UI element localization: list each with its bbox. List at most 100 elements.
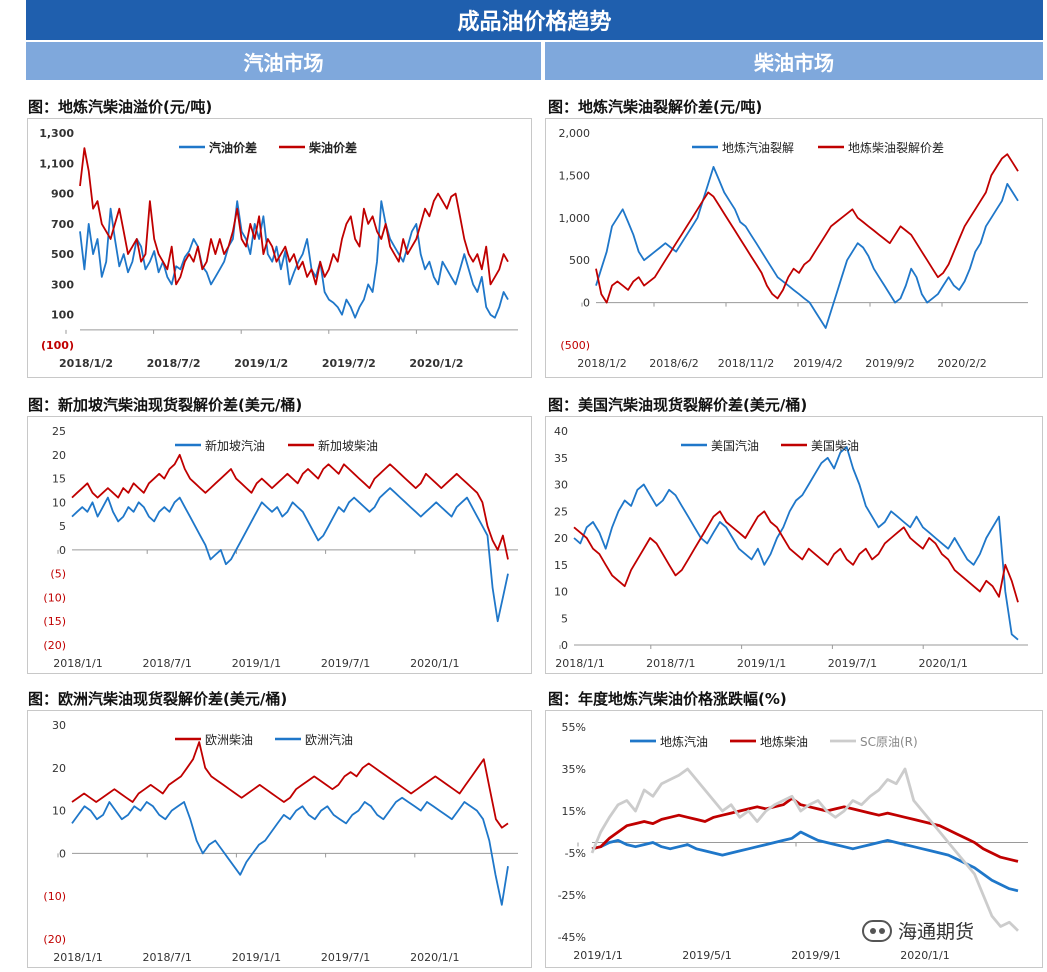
y-tick-label: 15% — [562, 805, 586, 818]
y-tick-label: 25 — [554, 505, 568, 518]
x-tick-label: 2020/1/1 — [410, 951, 459, 964]
y-tick-label: 0 — [59, 847, 66, 860]
x-tick-label: 2020/2/2 — [937, 357, 986, 370]
legend-label: 地炼汽油 — [660, 734, 708, 749]
legend-label: 美国柴油 — [811, 439, 859, 453]
x-tick-label: 2020/1/1 — [410, 657, 459, 670]
y-tick-label: 30 — [554, 479, 568, 492]
x-tick-label: 2019/9/1 — [791, 949, 840, 962]
y-tick-label: 20 — [554, 532, 568, 545]
y-tick-label: (10) — [43, 591, 66, 604]
section-header-gasoline: 汽油市场 — [26, 40, 541, 80]
y-tick-label: 1,100 — [39, 157, 74, 170]
legend-label: 欧洲柴油 — [205, 733, 253, 747]
series-line-柴油价差 — [79, 147, 509, 286]
series-line-地炼柴油 — [591, 797, 1019, 863]
section-title-gasoline: 汽油市场 — [243, 50, 324, 75]
x-tick-label: 2019/1/1 — [573, 949, 622, 962]
y-tick-label: -5% — [565, 847, 586, 860]
chart-title-c4: 图：美国汽柴油现货裂解价差(美元/桶) — [548, 396, 808, 414]
y-tick-label: 1,000 — [559, 212, 591, 225]
x-tick-label: 2019/5/1 — [682, 949, 731, 962]
chart-panel-c4: 40 35 30 25 20 15 10 5 0 2018/1/1 2018/7/1 2019/1/1… — [545, 416, 1043, 674]
legend-label: 新加坡汽油 — [205, 438, 265, 453]
y-tick-label: (500) — [560, 339, 590, 352]
chart-svg-c5: 30 20 10 0 (10) (20) 2018/1/1 2018/7/1 2019/1/1 2… — [43, 719, 518, 964]
y-tick-label: 5 — [59, 520, 66, 533]
legend-label: 柴油价差 — [308, 140, 357, 155]
x-tick-label: 2018/6/2 — [649, 357, 698, 370]
series-line-美国柴油 — [573, 510, 1019, 603]
x-tick-label: 2019/1/1 — [737, 657, 786, 670]
chart-title-c5: 图：欧洲汽柴油现货裂解价差(美元/桶) — [28, 690, 288, 708]
y-tick-label: 500 — [569, 254, 590, 267]
series-line-新加坡汽油 — [71, 487, 509, 623]
y-tick-label: 15 — [52, 473, 66, 486]
x-tick-label: 2018/7/1 — [646, 657, 695, 670]
x-tick-label: 2020/1/2 — [409, 357, 463, 370]
legend-label: 地炼柴油 — [760, 734, 808, 749]
x-tick-label: 2018/1/2 — [59, 357, 113, 370]
x-tick-label: 2019/4/2 — [793, 357, 842, 370]
legend-label: 地炼汽油裂解 — [722, 140, 794, 155]
y-tick-label: 15 — [554, 559, 568, 572]
x-tick-label: 2018/1/1 — [53, 951, 102, 964]
x-tick-label: 2019/9/2 — [865, 357, 914, 370]
x-tick-label: 2018/7/2 — [147, 357, 201, 370]
chart-svg-c1: 1,300 1,100 900 700 500 300 100 (100) 2018/1/2 20… — [39, 127, 518, 370]
main-header-bar: 成品油价格趋势 — [26, 0, 1043, 40]
y-tick-label: 10 — [52, 496, 66, 509]
y-tick-label: 0 — [59, 544, 66, 557]
chart-svg-c2: 2,000 1,500 1,000 500 0 (500) 2018/1/2 2018/6/2… — [559, 127, 1028, 370]
x-tick-label: 2018/11/2 — [718, 357, 774, 370]
watermark: 海通期货 — [862, 917, 974, 944]
series-line-地炼汽油 — [591, 830, 1019, 893]
y-tick-label: (5) — [50, 568, 66, 581]
y-tick-label: (15) — [43, 615, 66, 628]
legend-label: 欧洲汽油 — [305, 732, 353, 747]
series-line-美国汽油 — [573, 446, 1019, 641]
y-tick-label: 900 — [51, 188, 74, 201]
y-tick-label: 30 — [52, 719, 66, 732]
legend-label: 美国汽油 — [711, 438, 759, 453]
legend-label: 地炼柴油裂解价差 — [848, 140, 944, 155]
y-tick-label: 100 — [51, 309, 74, 322]
chart-panel-c1: 1,300 1,100 900 700 500 300 100 (100) 2018/1/2 20… — [27, 118, 532, 378]
y-tick-label: 500 — [51, 248, 74, 261]
x-tick-label: 2019/1/2 — [234, 357, 288, 370]
watermark-text: 海通期货 — [898, 921, 975, 943]
y-tick-label: (10) — [43, 890, 66, 903]
series-line-欧洲汽油 — [71, 796, 509, 906]
y-tick-label: 35% — [562, 763, 586, 776]
x-tick-label: 2019/1/1 — [232, 951, 281, 964]
series-line-地炼柴油裂解价差 — [595, 153, 1019, 304]
section-header-diesel: 柴油市场 — [545, 40, 1043, 80]
y-tick-label: 1,300 — [39, 127, 74, 140]
x-tick-label: 2018/1/1 — [53, 657, 102, 670]
x-tick-label: 2018/1/2 — [577, 357, 626, 370]
legend-label: SC原油(R) — [860, 735, 918, 749]
series-line-地炼汽油裂解 — [595, 166, 1019, 329]
y-tick-label: (20) — [43, 639, 66, 652]
chart-title-c3: 图：新加坡汽柴油现货裂解价差(美元/桶) — [28, 396, 303, 414]
chart-panel-c3: 25 20 15 10 5 0 (5) (10) (15) (20) 2018/1/1 2018/7/… — [27, 416, 532, 674]
wechat-icon — [862, 919, 892, 942]
x-tick-label: 2020/1/1 — [900, 949, 949, 962]
y-tick-label: 10 — [52, 805, 66, 818]
x-tick-label: 2019/1/1 — [232, 657, 281, 670]
chart-svg-c3: 25 20 15 10 5 0 (5) (10) (15) (20) 2018/1/1 2018/7/… — [43, 425, 518, 670]
chart-panel-c6: 55% 35% 15% -5% -25% -45% 2019/1/1 2019/5/1 2019… — [545, 710, 1043, 968]
x-tick-label: 2020/1/1 — [918, 657, 967, 670]
y-tick-label: 20 — [52, 762, 66, 775]
y-tick-label: -45% — [558, 931, 586, 944]
chart-svg-c4: 40 35 30 25 20 15 10 5 0 2018/1/1 2018/7/1 2019/1/1… — [554, 425, 1028, 670]
series-line-SC原油(R) — [590, 767, 1019, 932]
series-line-汽油价差 — [79, 200, 509, 319]
chart-svg-c6: 55% 35% 15% -5% -25% -45% 2019/1/1 2019/5/1 2019… — [558, 721, 1028, 962]
y-tick-label: 300 — [51, 278, 74, 291]
y-tick-label: 2,000 — [559, 127, 591, 140]
y-tick-label: 0 — [561, 639, 568, 652]
y-tick-label: 25 — [52, 425, 66, 438]
main-title: 成品油价格趋势 — [457, 10, 612, 35]
chart-title-c1: 图：地炼汽柴油溢价(元/吨) — [28, 98, 213, 116]
